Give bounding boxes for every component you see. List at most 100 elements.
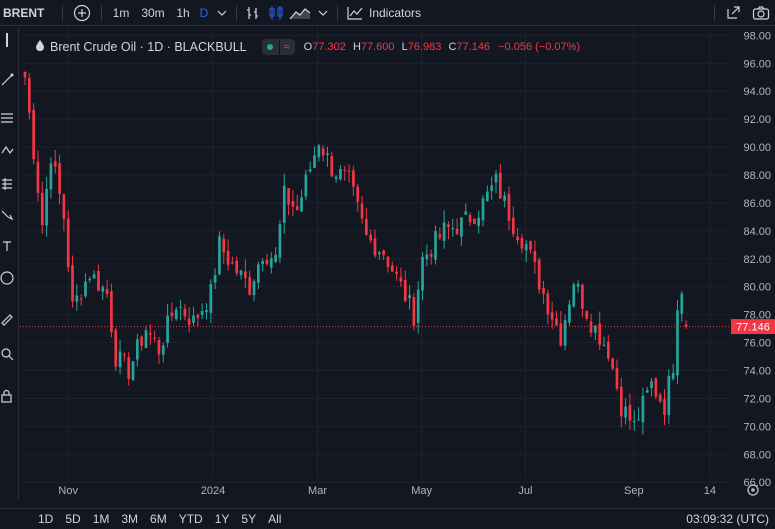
interval-1m[interactable]: 1m bbox=[106, 0, 136, 26]
candles-icon bbox=[269, 5, 283, 20]
fullscreen-button[interactable] bbox=[719, 0, 747, 26]
candle-body bbox=[594, 325, 597, 333]
trend-line-icon bbox=[1, 73, 14, 86]
range-1d[interactable]: 1D bbox=[38, 512, 54, 526]
candle-body bbox=[170, 312, 174, 317]
candle-body bbox=[261, 260, 264, 265]
toolbar-segment bbox=[0, 33, 14, 47]
y-tick-label: 98.00 bbox=[743, 30, 771, 42]
divider bbox=[714, 4, 715, 21]
range-5y[interactable]: 5Y bbox=[241, 512, 257, 526]
candle-body bbox=[637, 419, 640, 421]
chart-type-dropdown[interactable] bbox=[313, 0, 333, 26]
bar-style-button[interactable] bbox=[241, 0, 265, 26]
price-chart[interactable]: Nov 2024 Mar May Jul Sep 14 bbox=[20, 27, 730, 499]
interval-1h[interactable]: 1h bbox=[170, 0, 196, 26]
interval-dropdown[interactable] bbox=[212, 0, 232, 26]
high-value: 77.600 bbox=[360, 41, 395, 53]
range-all[interactable]: All bbox=[268, 512, 282, 526]
ohlc-values: O77.302 H77.600 L76.983 C77.146 −0.056 (… bbox=[304, 41, 580, 53]
candle-body bbox=[278, 224, 282, 258]
candle-body bbox=[252, 281, 256, 296]
y-tick-label: 72.00 bbox=[743, 393, 771, 405]
range-6m[interactable]: 6M bbox=[150, 512, 167, 526]
pattern-tool[interactable] bbox=[0, 143, 14, 157]
interval-d[interactable]: D bbox=[196, 0, 212, 26]
candle-body bbox=[377, 252, 381, 254]
candle-body bbox=[416, 289, 420, 323]
smiley-icon bbox=[0, 271, 14, 285]
fib-tool[interactable] bbox=[0, 111, 14, 125]
brush-icon bbox=[1, 210, 14, 221]
indicators-button[interactable]: Indicators bbox=[342, 0, 432, 26]
low-value: 76.983 bbox=[407, 41, 442, 53]
ruler-tool[interactable] bbox=[0, 313, 14, 327]
candle-body bbox=[334, 176, 338, 179]
candle-body bbox=[421, 256, 424, 291]
candle-body bbox=[300, 197, 303, 212]
candle-body bbox=[680, 293, 684, 314]
candle-body bbox=[75, 295, 79, 302]
change-value: −0.056 (−0.07%) bbox=[498, 41, 581, 53]
lock-tool[interactable] bbox=[0, 389, 14, 403]
projection-tool[interactable] bbox=[0, 177, 14, 191]
brush-tool[interactable] bbox=[0, 207, 14, 221]
zoom-tool[interactable] bbox=[0, 347, 14, 361]
range-buttons: 1D 5D 1M 3M 6M YTD 1Y 5Y All bbox=[0, 512, 287, 526]
status-dot-icon bbox=[266, 44, 273, 50]
candle-body bbox=[343, 169, 347, 171]
open-label: O bbox=[303, 41, 313, 53]
chart-legend: Brent Crude Oil · 1D · BLACKBULL ≈ O77.3… bbox=[36, 39, 580, 55]
emoji-tool[interactable] bbox=[0, 271, 14, 285]
area-button[interactable] bbox=[287, 0, 313, 26]
text-tool[interactable] bbox=[0, 239, 14, 253]
wave-icon: ≈ bbox=[278, 39, 295, 55]
range-3m[interactable]: 3M bbox=[121, 512, 139, 526]
candle-body bbox=[317, 145, 321, 158]
drawing-toolbar bbox=[0, 27, 19, 499]
divider bbox=[62, 4, 63, 21]
candle-body bbox=[248, 277, 252, 295]
x-axis: Nov 2024 Mar May Jul Sep 14 bbox=[58, 485, 716, 497]
candle-body bbox=[520, 238, 524, 249]
candle-body bbox=[667, 375, 671, 416]
screenshot-button[interactable] bbox=[747, 0, 775, 26]
candle-body bbox=[313, 155, 316, 168]
candle-body bbox=[321, 148, 325, 156]
axis-settings-button[interactable] bbox=[747, 484, 759, 496]
candle-body bbox=[537, 259, 541, 290]
candle-body bbox=[287, 188, 290, 205]
candle-body bbox=[382, 250, 385, 256]
y-tick-label: 74.00 bbox=[743, 366, 771, 378]
range-1y[interactable]: 1Y bbox=[214, 512, 230, 526]
symbol-search[interactable]: BRENT bbox=[0, 0, 58, 26]
candle-body bbox=[460, 217, 463, 237]
x-tick-label: 14 bbox=[704, 485, 716, 497]
candle-body bbox=[429, 253, 433, 257]
candle-body bbox=[110, 291, 113, 333]
market-status-badge[interactable]: ≈ bbox=[261, 39, 295, 55]
candle-body bbox=[684, 324, 688, 327]
interval-30m[interactable]: 30m bbox=[136, 0, 170, 26]
candle-body bbox=[663, 399, 666, 415]
bottom-toolbar: 1D 5D 1M 3M 6M YTD 1Y 5Y All 03:09:32 (U… bbox=[0, 508, 775, 529]
candle-body bbox=[222, 238, 226, 253]
price-axis[interactable]: 66.0068.0070.0072.0074.0076.0078.0080.00… bbox=[731, 27, 775, 499]
divider bbox=[236, 4, 237, 21]
candle-body bbox=[555, 318, 558, 326]
range-1m[interactable]: 1M bbox=[92, 512, 110, 526]
candle-body bbox=[559, 323, 563, 346]
candles-button[interactable] bbox=[265, 0, 287, 26]
compare-button[interactable] bbox=[67, 0, 97, 26]
y-tick-label: 90.00 bbox=[743, 142, 771, 154]
range-5d[interactable]: 5D bbox=[65, 512, 81, 526]
y-tick-label: 82.00 bbox=[743, 254, 771, 266]
utc-clock[interactable]: 03:09:32 (UTC) bbox=[686, 512, 769, 526]
x-tick-label: Mar bbox=[308, 485, 327, 497]
candle-body bbox=[632, 421, 636, 423]
candle-body bbox=[550, 312, 554, 320]
candle-body bbox=[209, 284, 213, 313]
range-ytd[interactable]: YTD bbox=[178, 512, 203, 526]
trend-line-tool[interactable] bbox=[0, 73, 14, 87]
candle-body bbox=[624, 406, 627, 418]
